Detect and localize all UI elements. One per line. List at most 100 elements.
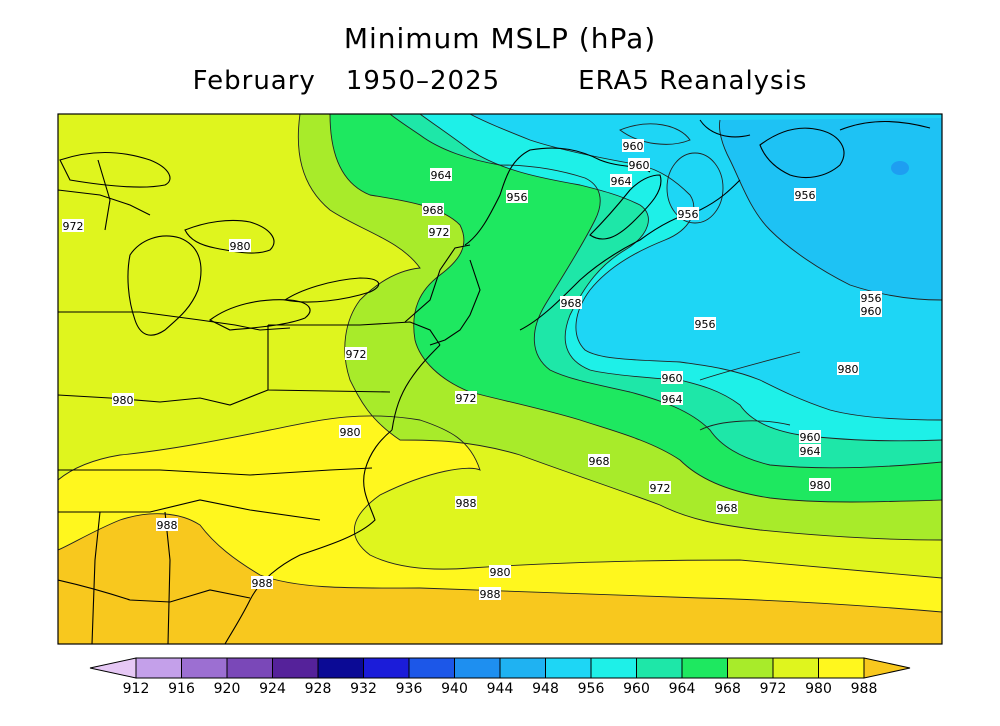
colorbar-swatch	[681, 657, 728, 679]
contour-label-bg	[610, 174, 632, 187]
contour-label-text: 980	[230, 240, 251, 253]
contour-label: 972	[455, 391, 477, 405]
colorbar-swatch	[636, 657, 683, 679]
contour-label: 980	[339, 425, 361, 439]
colorbar-tick-label: 928	[305, 681, 332, 697]
contour-label: 956	[694, 317, 716, 331]
contour-label-bg	[229, 239, 251, 252]
contour-label-bg	[661, 392, 683, 405]
contour-label-bg	[628, 158, 650, 171]
colorbar-swatch	[454, 657, 501, 679]
contour-label-bg	[716, 501, 738, 514]
contour-label-text: 956	[861, 292, 882, 305]
contour-label: 968	[560, 296, 582, 310]
colorbar-tick-label: 924	[259, 681, 286, 697]
contour-label-bg	[622, 139, 644, 152]
colorbar-tick-label: 936	[396, 681, 423, 697]
contour-label-bg	[809, 478, 831, 491]
colorbar-tick-label: 968	[714, 681, 741, 697]
colorbar-tick-label: 920	[214, 681, 241, 697]
contour-label: 960	[860, 304, 882, 318]
contour-label-text: 988	[456, 497, 477, 510]
map-subtitle: February 1950–2025 ERA5 Reanalysis	[0, 66, 1000, 96]
contour-label-text: 988	[480, 588, 501, 601]
contour-label-bg	[860, 291, 882, 304]
contour-label-bg	[339, 425, 361, 438]
contour-label-bg	[62, 219, 84, 232]
contour-label-bg	[837, 362, 859, 375]
colorbar-tick-label: 988	[851, 681, 878, 697]
colorbar-swatch	[408, 657, 455, 679]
low-center-blob	[891, 161, 909, 175]
colorbar-tick-label: 916	[168, 681, 195, 697]
colorbar-swatch	[818, 657, 865, 679]
contour-label: 988	[251, 576, 273, 590]
colorbar-tick-label: 940	[441, 681, 468, 697]
contour-label: 972	[62, 219, 84, 233]
contour-label-text: 980	[838, 363, 859, 376]
contour-label-bg	[677, 207, 699, 220]
contour-label-text: 960	[861, 305, 882, 318]
contour-label-text: 968	[423, 204, 444, 217]
contour-label-text: 988	[157, 519, 178, 532]
contour-label-text: 964	[662, 393, 683, 406]
contour-label: 980	[489, 565, 511, 579]
subtitle-period: 1950–2025	[345, 66, 501, 96]
contour-label-text: 972	[63, 220, 84, 233]
contour-label-bg	[661, 371, 683, 384]
contour-label: 960	[628, 158, 650, 172]
colorbar-tick-label: 972	[760, 681, 787, 697]
colorbar-tick-label: 912	[123, 681, 150, 697]
colorbar-max-arrow	[863, 657, 911, 679]
subtitle-month: February	[192, 66, 316, 96]
contour-label: 972	[345, 347, 367, 361]
band-low-2	[719, 118, 942, 300]
contour-label-text: 972	[650, 482, 671, 495]
contour-label-text: 980	[490, 566, 511, 579]
contour-label-bg	[799, 444, 821, 457]
contour-label-bg	[860, 304, 882, 317]
contour-label-bg	[588, 454, 610, 467]
contour-label-bg	[422, 203, 444, 216]
contour-label-text: 960	[623, 140, 644, 153]
colorbar-swatch	[727, 657, 774, 679]
map-title: Minimum MSLP (hPa)	[343, 22, 657, 55]
colorbar-tick-label: 956	[578, 681, 605, 697]
contour-label-text: 968	[589, 455, 610, 468]
contour-label-text: 972	[346, 348, 367, 361]
colorbar-tick-label: 948	[532, 681, 559, 697]
contour-label-bg	[112, 393, 134, 406]
contour-label-bg	[345, 347, 367, 360]
contour-label-text: 956	[507, 191, 528, 204]
colorbar-swatch	[181, 657, 228, 679]
contour-label-bg	[428, 225, 450, 238]
contour-label: 956	[794, 188, 816, 202]
contour-label: 988	[156, 518, 178, 532]
contour-label: 980	[112, 393, 134, 407]
pressure-field	[58, 114, 942, 644]
colorbar-tick-label: 932	[350, 681, 377, 697]
contour-labels: 9609609649649569569569689729729809689569…	[62, 139, 882, 601]
contour-label-text: 980	[113, 394, 134, 407]
contour-label-text: 964	[611, 175, 632, 188]
contour-label-text: 968	[561, 297, 582, 310]
contour-label: 956	[506, 190, 528, 204]
contour-label-bg	[794, 188, 816, 201]
contour-label-bg	[799, 430, 821, 443]
contour-label: 988	[479, 587, 501, 601]
contour-label-bg	[430, 168, 452, 181]
colorbar-tick-label: 960	[623, 681, 650, 697]
contour-lines	[58, 114, 942, 613]
contour-label-text: 972	[456, 392, 477, 405]
colorbar: 912 916 920 924 928 932 936 940 944 948 956 960 964 9…	[89, 657, 911, 697]
contour-label: 968	[716, 501, 738, 515]
contour-label: 956	[860, 291, 882, 305]
contour-label-text: 988	[252, 577, 273, 590]
contour-label: 956	[677, 207, 699, 221]
contour-label-bg	[455, 391, 477, 404]
colorbar-swatch	[545, 657, 592, 679]
contour-label: 964	[799, 444, 821, 458]
colorbar-tick-label: 980	[805, 681, 832, 697]
contour-label-bg	[489, 565, 511, 578]
colorbar-swatch	[772, 657, 819, 679]
